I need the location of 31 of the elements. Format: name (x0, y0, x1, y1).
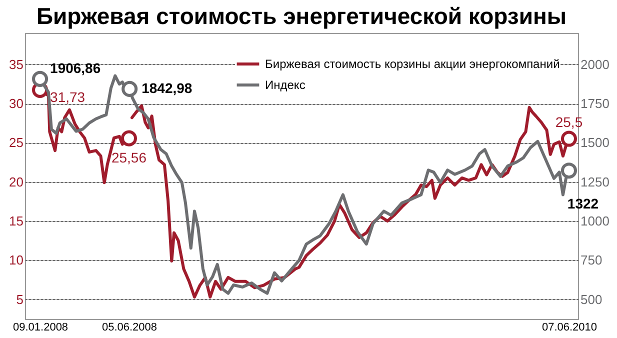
data-label: 31,73 (50, 88, 86, 105)
y-tick-label: 15 (9, 214, 24, 229)
data-label: 1322 (567, 196, 599, 212)
y2-tick-label: 1750 (580, 96, 610, 112)
data-label: 1906,86 (50, 60, 101, 76)
data-label: 1842,98 (142, 80, 192, 96)
y-tick-label: 30 (9, 96, 24, 112)
legend-label: Биржевая стоимость корзины акции энергокомпаний (265, 57, 560, 71)
x-tick-label: 07.06.2010 (542, 322, 598, 334)
y-tick-label: 25 (9, 135, 24, 150)
y2-tick-label: 2000 (580, 56, 610, 72)
y2-tick-label: 1500 (580, 135, 610, 150)
data-label: 25,56 (111, 149, 147, 166)
y2-tick-label: 500 (580, 292, 602, 307)
y2-tick-label: 750 (580, 252, 602, 268)
y2-tick-label: 1000 (580, 214, 610, 229)
legend-label: Индекс (265, 78, 306, 92)
point (560, 162, 578, 179)
y2-tick-label: 1250 (580, 174, 610, 190)
point (32, 70, 48, 87)
data-label: 25,5 (555, 114, 583, 130)
y-tick-label: 5 (16, 292, 24, 307)
y-tick-label: 20 (9, 174, 24, 190)
point (120, 130, 138, 146)
y-tick-label: 35 (9, 56, 24, 72)
x-tick-label: 05.06.2008 (102, 322, 158, 334)
y-tick-label: 10 (9, 252, 24, 268)
chart-title: Биржевая стоимость энергетической корзины (36, 3, 567, 29)
x-tick-label: 09.01.2008 (12, 322, 68, 334)
point (560, 130, 578, 147)
point (122, 80, 138, 97)
